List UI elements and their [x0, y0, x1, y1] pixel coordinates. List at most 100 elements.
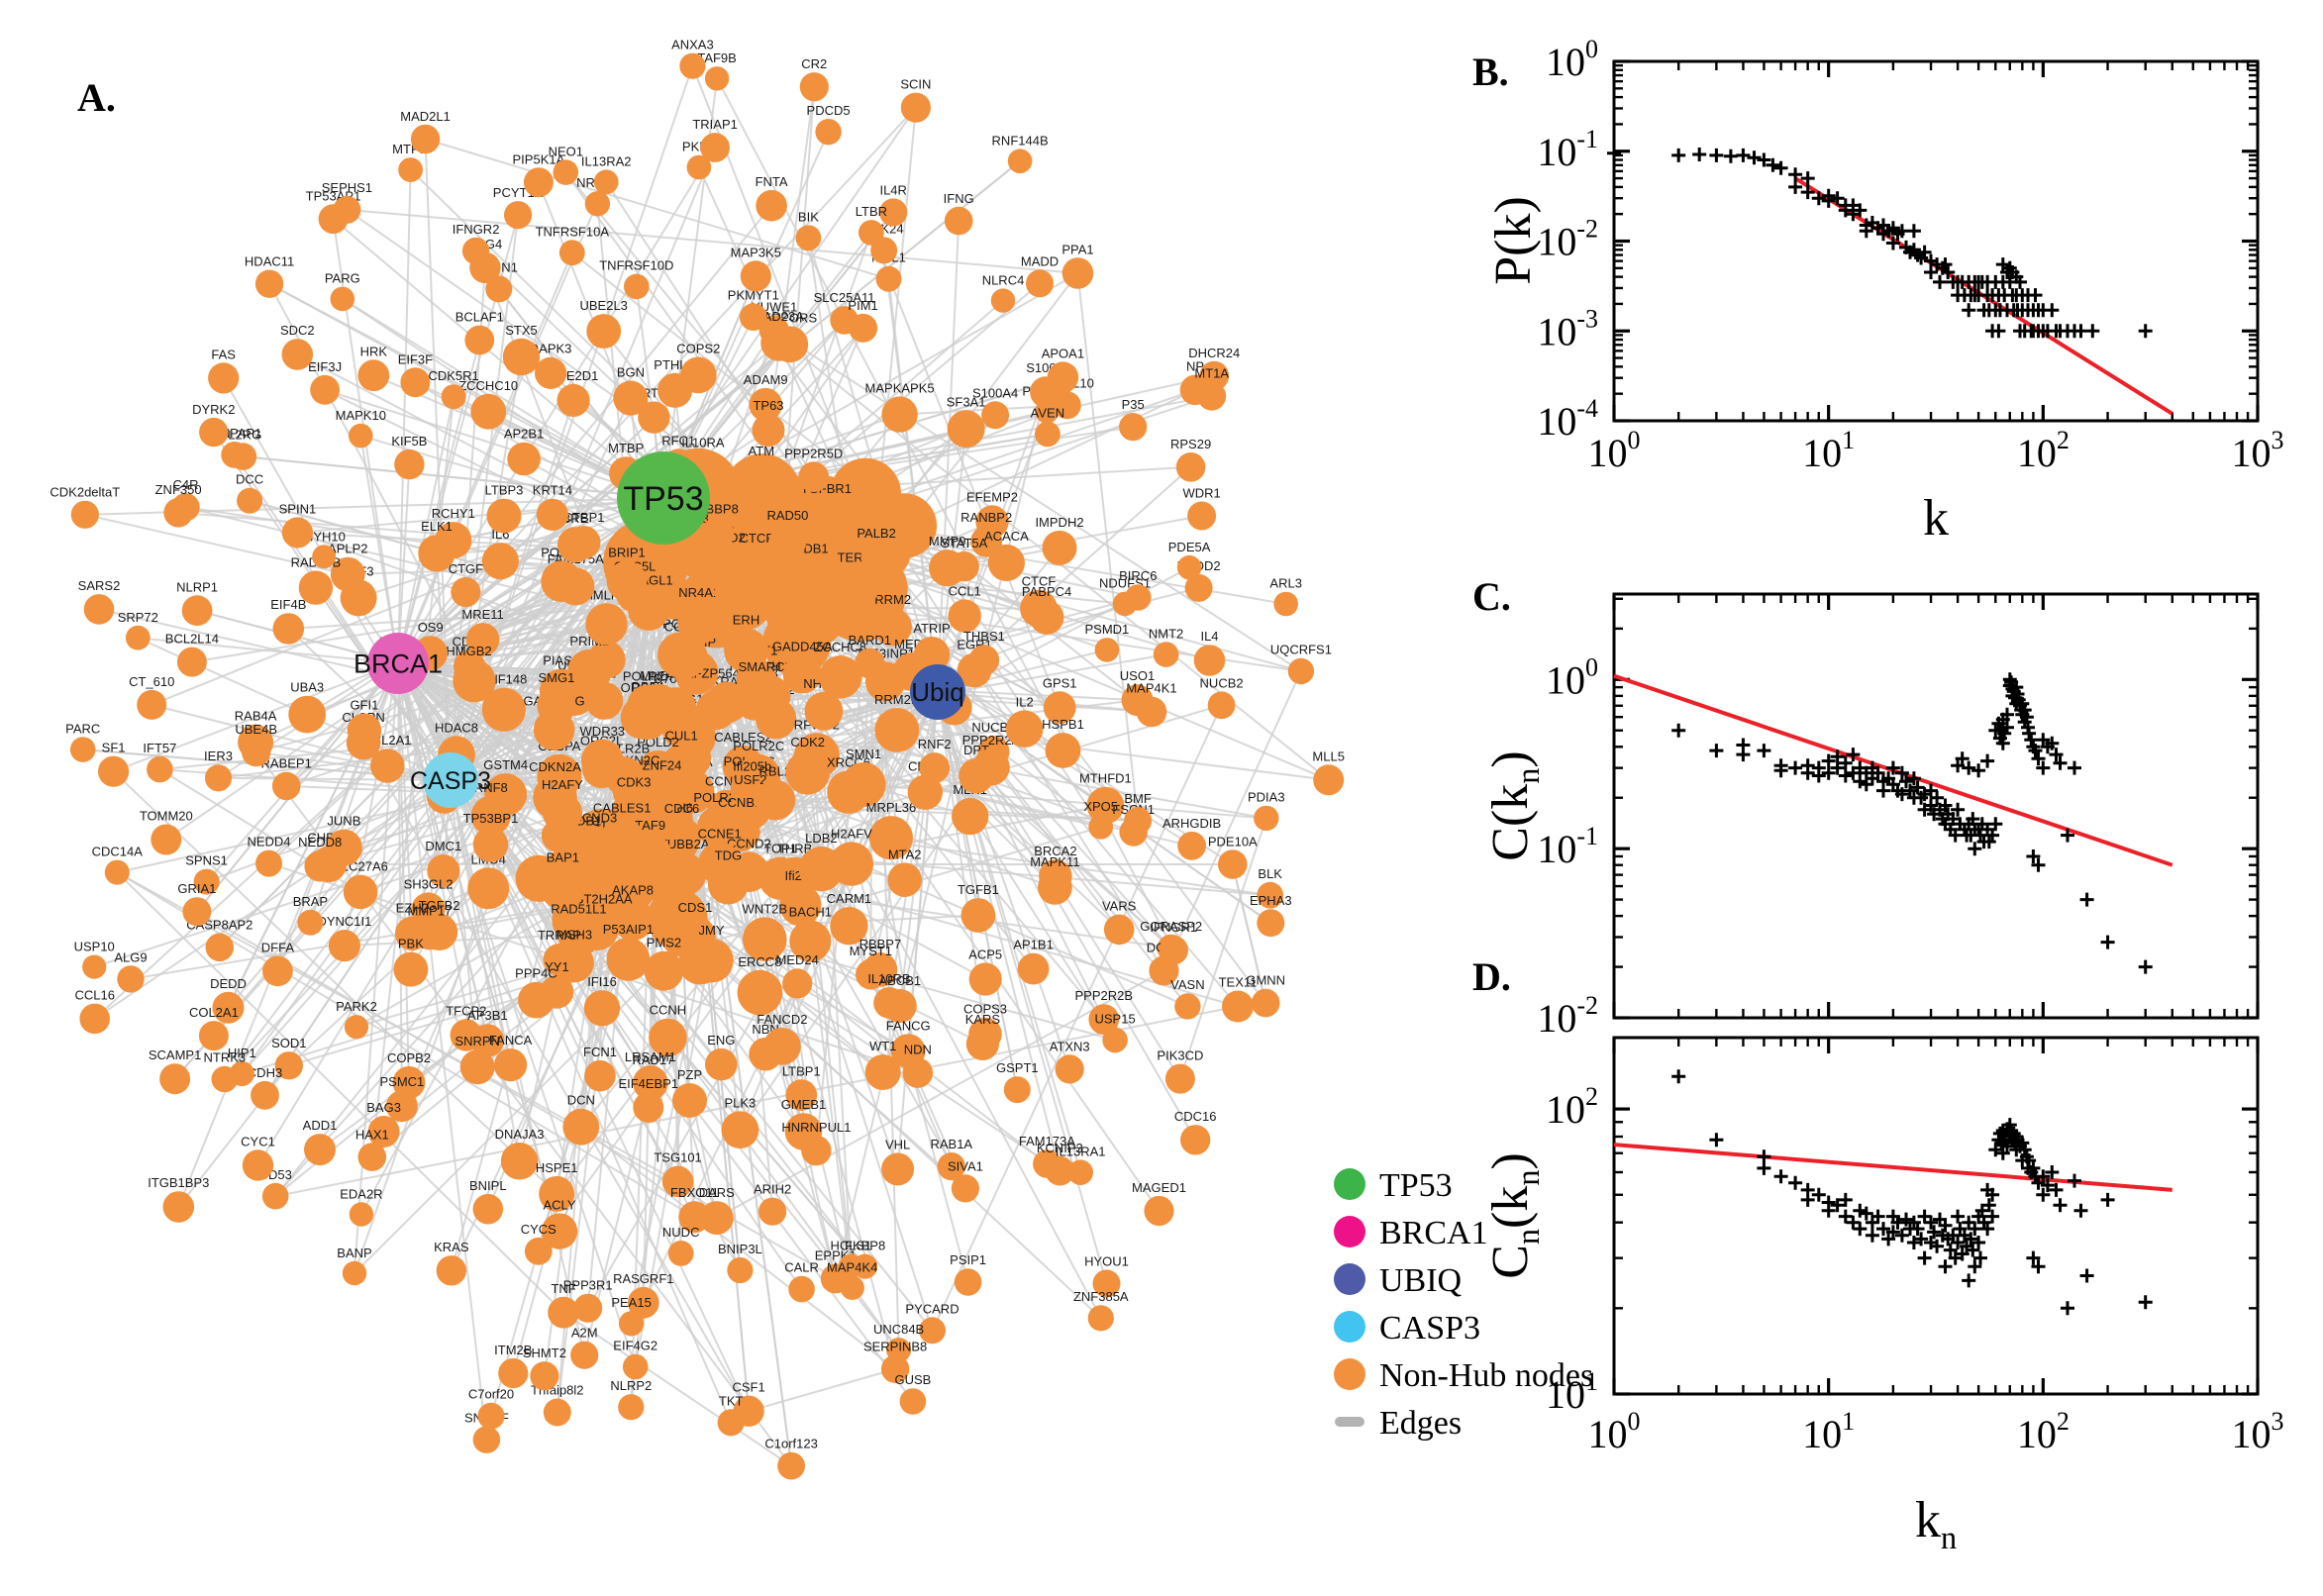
network-node-label: PPA1 [1061, 242, 1093, 256]
network-node [349, 1202, 374, 1227]
xtick-label-b: 103 [2232, 426, 2284, 475]
network-node [737, 969, 783, 1016]
network-node-label: FNTA [756, 174, 788, 189]
network-node [162, 1191, 195, 1223]
network-node [1177, 831, 1206, 860]
network-node-label: TAF9 [635, 818, 665, 833]
network-edge [937, 221, 960, 693]
network-node [804, 691, 844, 731]
network-node-label: HDAC11 [245, 254, 294, 269]
network-node [1103, 914, 1135, 946]
network-node [212, 991, 245, 1024]
network-node-label: PIP5K1A [513, 151, 565, 166]
network-node [633, 1065, 668, 1101]
network-node [1045, 733, 1081, 768]
network-node [1067, 1159, 1093, 1185]
network-node-label: GMEB1 [781, 1097, 827, 1112]
network-node-label: CDH3 [248, 1065, 282, 1080]
network-edge [1231, 863, 1267, 1004]
network-node [686, 154, 712, 180]
network-node [855, 648, 885, 679]
network-node [856, 958, 886, 990]
network-node [459, 1049, 495, 1085]
network-node-label: GSPT1 [996, 1060, 1039, 1075]
network-edge [397, 396, 455, 664]
network-edge [93, 691, 939, 968]
network-edge [1172, 670, 1302, 951]
network-node [281, 339, 314, 370]
network-node [427, 854, 460, 887]
network-node-label: IL13RA1 [1056, 1144, 1106, 1158]
network-node [502, 338, 541, 376]
network-edge [275, 1005, 1239, 1198]
network-node [745, 458, 777, 491]
network-node [1251, 988, 1280, 1018]
network-edge [306, 497, 664, 716]
legend-item-label: TP53 [1379, 1167, 1453, 1204]
network-node [1222, 990, 1254, 1023]
network-node-label: ZNF385A [1073, 1289, 1129, 1304]
network-node-label: CDC14A [92, 845, 144, 859]
network-node-label: PIK3CD [1157, 1048, 1203, 1063]
network-node-label: TOP1 [763, 842, 797, 856]
network-node [137, 689, 167, 720]
network-node [333, 195, 361, 224]
network-node-label: IFNGR1 [1150, 920, 1197, 935]
network-node [297, 909, 324, 936]
network-node [344, 1015, 369, 1040]
y-axis-title-c: C(kn​) [1482, 750, 1546, 860]
network-node [98, 755, 130, 787]
network-node [763, 1028, 801, 1065]
network-edge [324, 388, 664, 499]
network-node-label: NR4A1 [678, 585, 720, 600]
network-edge [116, 871, 695, 1219]
network-node [254, 269, 284, 298]
network-node-label: NEDD8 [298, 835, 342, 849]
network-node-label: IL4 [1200, 629, 1218, 644]
network-edge [676, 917, 1060, 1172]
network-node [960, 898, 996, 933]
network-node-label: FANCG [886, 1018, 931, 1033]
network-node [523, 167, 554, 198]
network-node [436, 1255, 466, 1286]
network-node [1218, 849, 1248, 879]
network-edge [287, 628, 452, 781]
network-node [543, 1398, 571, 1427]
network-node [288, 695, 327, 734]
network-node-label: DEDD [210, 976, 247, 991]
network-node [624, 273, 650, 300]
network-node-label: NP [1186, 359, 1204, 374]
network-node-label: EIF3F [398, 351, 433, 366]
network-node-label: RAD17 [632, 1052, 673, 1067]
network-node [524, 1237, 553, 1265]
network-node-label: KARS [965, 1012, 1001, 1027]
network-node-label: ITM2B [494, 1343, 532, 1357]
data-points-c [1671, 672, 2153, 974]
network-node-label: IL10RB [867, 971, 910, 986]
network-node-label: USP15 [1094, 1012, 1135, 1027]
network-node-label: WNT2B [743, 901, 788, 916]
network-node [205, 933, 235, 962]
network-node-label: NEO1 [549, 144, 583, 158]
network-node-label: SLC25A11 [814, 290, 875, 305]
network-node-label: COL2A1 [189, 1005, 239, 1020]
network-hub-nodes: TP53 BRCA1 Ubiq CASP3 [354, 451, 965, 808]
network-node [79, 1003, 110, 1035]
network-node-label: ADD1 [303, 1118, 338, 1133]
network-node-label: PIM1 [848, 298, 877, 313]
network-node-label: TNFRSF10D [599, 258, 673, 273]
network-node-label: IL4R [879, 182, 906, 197]
network-node-label: DYNC1I1 [317, 914, 371, 929]
network-node [815, 119, 842, 146]
network-node [913, 637, 951, 673]
network-node-label: BAG3 [366, 1100, 401, 1115]
network-node [593, 169, 619, 195]
network-node-label: ERH [733, 612, 759, 627]
network-node [583, 990, 621, 1027]
network-node-label: CABLES2 [714, 730, 772, 745]
network-node [1313, 764, 1345, 796]
ytick-label-b: 10-1 [1537, 125, 1598, 174]
network-node [553, 159, 579, 185]
